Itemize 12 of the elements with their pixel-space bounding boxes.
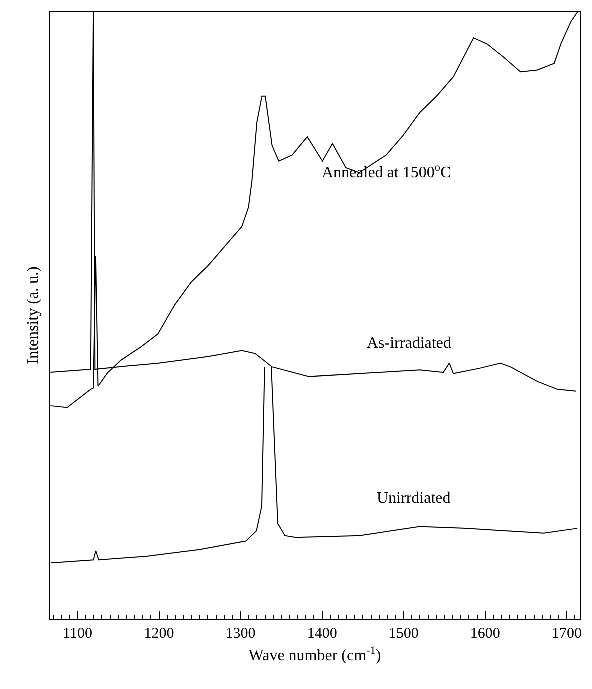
x-tick-label: 1500 xyxy=(388,626,419,642)
series-label: Annealed at 1500$^{o}$C xyxy=(322,162,452,182)
x-tick-label: 1200 xyxy=(144,626,174,642)
x-tick-label: 1300 xyxy=(226,626,256,642)
x-axis-title: Wave number (cm$^{-1}$) xyxy=(248,644,382,665)
x-tick-label: 1700 xyxy=(552,626,582,642)
series-label: As-irradiated xyxy=(367,335,452,352)
series-label: Unirrdiated xyxy=(377,490,451,507)
x-tick-label: 1600 xyxy=(470,626,500,642)
x-tick-label: 1400 xyxy=(307,626,338,642)
x-tick-label: 1100 xyxy=(62,626,92,642)
y-axis-title: Intensity (a. u.) xyxy=(24,266,42,364)
